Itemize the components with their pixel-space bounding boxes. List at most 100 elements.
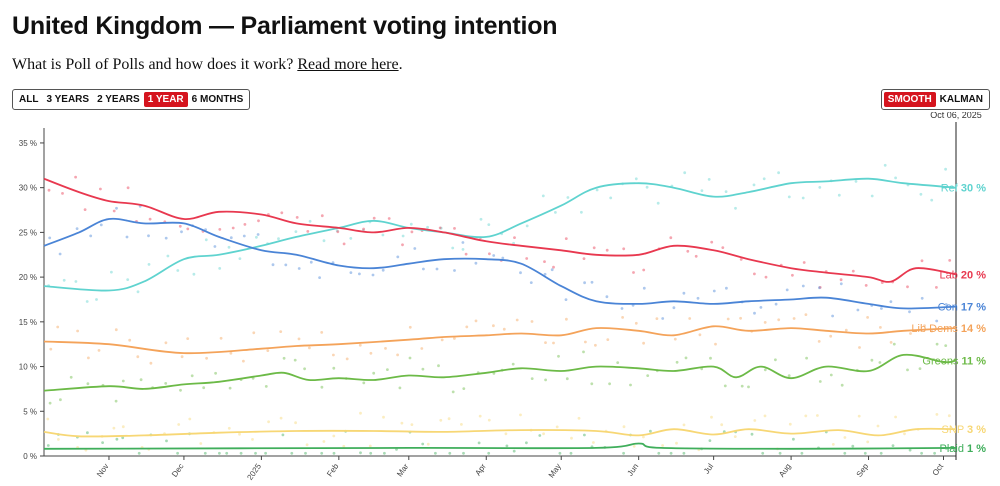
poll-dot-plaid [863,451,867,455]
subtitle-suffix: . [398,56,403,73]
series-line-ref [43,177,957,292]
poll-dot-lib-dems [698,333,702,337]
poll-dot-lib-dems [515,318,519,322]
poll-dot-lab [753,272,756,276]
range-3-years-button[interactable]: 3 YEARS [46,94,90,105]
poll-dot-plaid [137,451,141,455]
poll-dot-snp [121,425,125,429]
method-smooth-button[interactable]: SMOOTH [883,92,936,107]
poll-dot-con [831,314,834,318]
poll-dot-con [661,317,665,320]
poll-dot-greens [840,383,844,387]
poll-dot-greens [332,366,336,370]
poll-dot-lib-dems [76,329,79,333]
range-all-button[interactable]: ALL [19,94,39,105]
poll-dot-greens [906,368,909,372]
poll-dot-snp [199,442,203,445]
series-label-ref: Ref 30 % [941,183,986,195]
poll-dot-plaid [558,451,562,455]
poll-dot-con [753,311,756,315]
poll-dot-greens [59,398,62,402]
poll-dot-greens [408,356,412,360]
poll-dot-con [839,282,843,286]
poll-dot-ref [255,235,258,239]
poll-dot-lib-dems [804,313,808,316]
poll-dot-ref [752,183,756,187]
poll-dot-lab [839,278,843,282]
x-tick-label: Aug [777,462,793,479]
poll-dot-plaid [332,451,336,455]
poll-dot-snp [903,432,906,436]
range-1-year-button[interactable]: 1 YEAR [143,92,188,107]
poll-dot-lab [920,259,924,263]
poll-dot-snp [294,421,297,425]
poll-dot-con [358,272,361,276]
poll-dot-plaid [218,451,221,455]
poll-dot-lib-dems [714,342,717,346]
poll-dot-con [435,267,439,271]
poll-dot-greens [437,364,440,368]
poll-dot-con [99,223,103,227]
poll-dot-con [605,295,609,299]
poll-dot-con [774,302,778,306]
poll-dot-lib-dems [642,341,645,345]
range-6-months-button[interactable]: 6 MONTHS [191,94,244,105]
method-selector: SMOOTH KALMAN [880,89,990,110]
poll-dot-con [229,236,233,240]
poll-dot-lib-dems [866,316,869,319]
poll-dot-lib-dems [180,355,184,359]
poll-dot-ref [883,163,887,167]
poll-dot-con [759,306,763,309]
poll-dot-snp [947,414,951,418]
poll-dot-con [164,236,168,240]
poll-dot-con [642,286,646,290]
poll-dot-con [920,296,924,300]
poll-dot-greens [451,390,455,394]
poll-dot-greens [303,367,306,371]
poll-dot-ref [218,267,222,270]
poll-dot-greens [114,399,118,403]
poll-dot-ref [426,225,429,229]
poll-dot-con [550,268,554,272]
series-label-greens: Greens 11 % [922,355,986,367]
poll-dot-con [125,235,129,239]
poll-dot-plaid [264,451,267,455]
poll-dot-ref [634,177,638,181]
poll-dot-ref [95,298,98,301]
series-value: 14 % [961,323,986,335]
method-kalman-button[interactable]: KALMAN [939,94,983,105]
poll-dot-plaid [708,439,712,442]
series-value: 3 % [967,424,986,436]
range-2-years-button[interactable]: 2 YEARS [97,94,140,105]
poll-dot-lab [61,192,64,195]
poll-dot-snp [322,440,326,443]
poll-dot-lib-dems [621,316,624,319]
poll-dot-con [672,306,676,310]
poll-dot-greens [878,361,882,364]
read-more-link[interactable]: Read more here [297,56,399,73]
poll-dot-greens [320,385,324,389]
poll-dot-plaid [682,451,686,455]
poll-dot-lab [543,260,546,263]
poll-dot-greens [190,374,194,378]
poll-dot-ref [166,254,170,258]
series-name: Lab [940,269,961,281]
poll-dot-lib-dems [114,328,118,332]
poll-dot-snp [410,423,414,426]
poll-dot-plaid [920,451,923,455]
poll-dot-greens [740,384,744,388]
series-label-snp: SNP 3 % [942,424,987,436]
poll-dot-lib-dems [164,341,168,345]
poll-dot-plaid [434,451,437,455]
page-title: United Kingdom — Parliament voting inten… [12,12,558,40]
poll-dot-greens [709,356,712,360]
poll-dot-ref [238,257,242,260]
poll-dot-lib-dems [369,351,373,355]
poll-dot-lib-dems [384,347,387,350]
poll-dot-plaid [569,451,573,455]
poll-dot-con [396,255,400,259]
poll-dot-snp [876,424,880,428]
poll-dot-lib-dems [128,338,132,342]
poll-dot-lab [906,285,909,289]
poll-dot-plaid [281,433,285,437]
